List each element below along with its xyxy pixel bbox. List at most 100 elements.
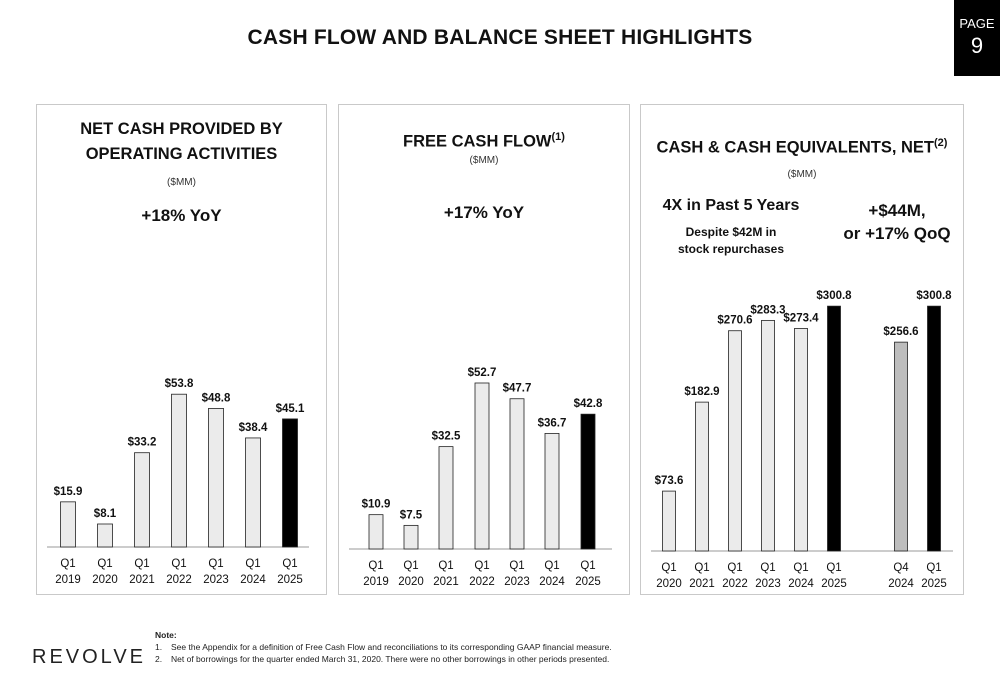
panel-title-line2: OPERATING ACTIVITIES — [85, 145, 278, 163]
tick-label-quarter: Q1 — [661, 562, 676, 574]
tick-label-quarter: Q1 — [97, 558, 112, 570]
qoq-note: +$44M, or +17% QoQ — [827, 199, 967, 245]
panel-operating-cash: NET CASH PROVIDED BY OPERATING ACTIVITIE… — [36, 104, 327, 595]
footnote-2: 2. Net of borrowings for the quarter ende… — [155, 654, 610, 664]
bar — [208, 408, 224, 548]
data-label: $283.3 — [750, 304, 785, 316]
tick-label-year: 2023 — [203, 574, 229, 586]
tick-label-year: 2020 — [398, 576, 424, 588]
page-number-badge: PAGE 9 — [954, 0, 1000, 76]
tick-label-quarter: Q1 — [474, 560, 489, 572]
data-label: $300.8 — [916, 290, 952, 302]
bar — [927, 305, 941, 552]
tick-label-year: 2021 — [129, 574, 155, 586]
qoq-note-line1: +$44M, — [868, 201, 926, 220]
tick-label-quarter: Q1 — [134, 558, 149, 570]
tick-label-quarter: Q1 — [793, 562, 808, 574]
tick-label-year: 2025 — [575, 576, 601, 588]
data-label: $45.1 — [276, 403, 305, 415]
tick-label-year: 2023 — [755, 578, 781, 590]
footnote-1: 1. See the Appendix for a definition of F… — [155, 642, 612, 652]
bar — [245, 437, 261, 548]
tick-label-year: 2020 — [656, 578, 682, 590]
data-label: $36.7 — [538, 417, 567, 429]
data-label: $48.8 — [202, 392, 231, 404]
tick-label-year: 2024 — [788, 578, 814, 590]
growth-note-detail: Despite $42M in stock repurchases — [651, 224, 811, 258]
tick-label-quarter: Q1 — [403, 560, 418, 572]
tick-label-quarter: Q1 — [245, 558, 260, 570]
data-label: $10.9 — [362, 499, 391, 511]
bar — [403, 524, 419, 550]
qoq-note-line2: or +17% QoQ — [843, 224, 951, 243]
tick-label-quarter: Q1 — [580, 560, 595, 572]
tick-label-year: 2019 — [55, 574, 81, 586]
bar — [662, 490, 676, 552]
page-title: CASH FLOW AND BALANCE SHEET HIGHLIGHTS — [247, 26, 753, 49]
footnotes: Note: 1. See the Appendix for a definitio… — [155, 629, 612, 665]
tick-label-quarter: Q1 — [760, 562, 775, 574]
tick-label-quarter: Q1 — [509, 560, 524, 572]
revolve-logo: REVOLVE — [32, 646, 146, 668]
data-label: $273.4 — [783, 312, 819, 324]
tick-label-quarter: Q1 — [694, 562, 709, 574]
bar — [728, 330, 742, 552]
free-cash-flow-bar-chart: $10.9 Q1 2019 $7.5 Q1 2020 $32.5 Q1 2021 $52.7 Q1 2… — [349, 367, 612, 588]
data-label: $42.8 — [574, 398, 603, 410]
data-label: $73.6 — [655, 475, 684, 487]
notes-heading: Note: — [155, 630, 177, 640]
bar — [474, 382, 490, 550]
growth-note-line2: stock repurchases — [677, 242, 785, 256]
units-label: ($MM) — [787, 169, 817, 180]
tick-label-quarter: Q1 — [60, 558, 75, 570]
bar — [60, 501, 76, 548]
bar — [282, 418, 298, 548]
units-label: ($MM) — [469, 155, 499, 166]
growth-note-line1: Despite $42M in — [685, 225, 777, 239]
tick-label-year: 2022 — [469, 576, 495, 588]
panel-title-text: FREE CASH FLOW — [403, 132, 552, 151]
tick-label-year: 2024 — [539, 576, 565, 588]
tick-label-year: 2025 — [277, 574, 303, 586]
data-label: $32.5 — [432, 431, 461, 443]
bar — [438, 446, 454, 550]
data-label: $182.9 — [684, 386, 719, 398]
page-number: 9 — [970, 33, 984, 58]
data-label: $15.9 — [54, 486, 83, 498]
panel-title: NET CASH PROVIDED BY OPERATING ACTIVITIE… — [37, 117, 326, 167]
tick-label-quarter: Q1 — [544, 560, 559, 572]
yoy-growth: +18% YoY — [141, 206, 222, 225]
growth-note-head: 4X in Past 5 Years — [662, 197, 800, 214]
data-label: $52.7 — [468, 367, 497, 379]
page-label: PAGE — [959, 16, 995, 31]
operating-cash-bar-chart: $15.9 Q1 2019 $8.1 Q1 2020 $33.2 Q1 2021 $53.8 Q1 2… — [47, 378, 309, 586]
units-label: ($MM) — [167, 177, 196, 188]
tick-label-quarter: Q1 — [727, 562, 742, 574]
panel-title-text: CASH & CASH EQUIVALENTS, NET — [656, 138, 934, 157]
bar — [580, 413, 596, 550]
panel-free-cash-flow: FREE CASH FLOW(1) ($MM) +17% YoY $10.9 Q1… — [338, 104, 630, 595]
footnote-marker: (1) — [551, 131, 565, 143]
data-label: $7.5 — [400, 509, 423, 521]
tick-label-year: 2025 — [821, 578, 847, 590]
tick-label-quarter: Q1 — [171, 558, 186, 570]
tick-label-quarter: Q1 — [826, 562, 841, 574]
data-label: $300.8 — [816, 290, 852, 302]
tick-label-year: 2021 — [433, 576, 459, 588]
tick-label-year: 2024 — [888, 578, 914, 590]
tick-label-year: 2024 — [240, 574, 266, 586]
data-label: $256.6 — [883, 326, 918, 338]
tick-label-year: 2021 — [689, 578, 715, 590]
panel-title: CASH & CASH EQUIVALENTS, NET(2) — [641, 131, 963, 161]
growth-note: 4X in Past 5 Years Despite $42M in stock… — [651, 197, 811, 258]
data-label: $38.4 — [239, 422, 268, 434]
tick-label-year: 2025 — [921, 578, 947, 590]
data-label: $33.2 — [128, 437, 157, 449]
tick-label-quarter: Q1 — [926, 562, 941, 574]
tick-label-year: 2022 — [166, 574, 192, 586]
bar — [761, 319, 775, 552]
tick-label-quarter: Q1 — [438, 560, 453, 572]
data-label: $8.1 — [94, 508, 117, 520]
bar — [134, 452, 150, 548]
bar — [368, 514, 384, 550]
